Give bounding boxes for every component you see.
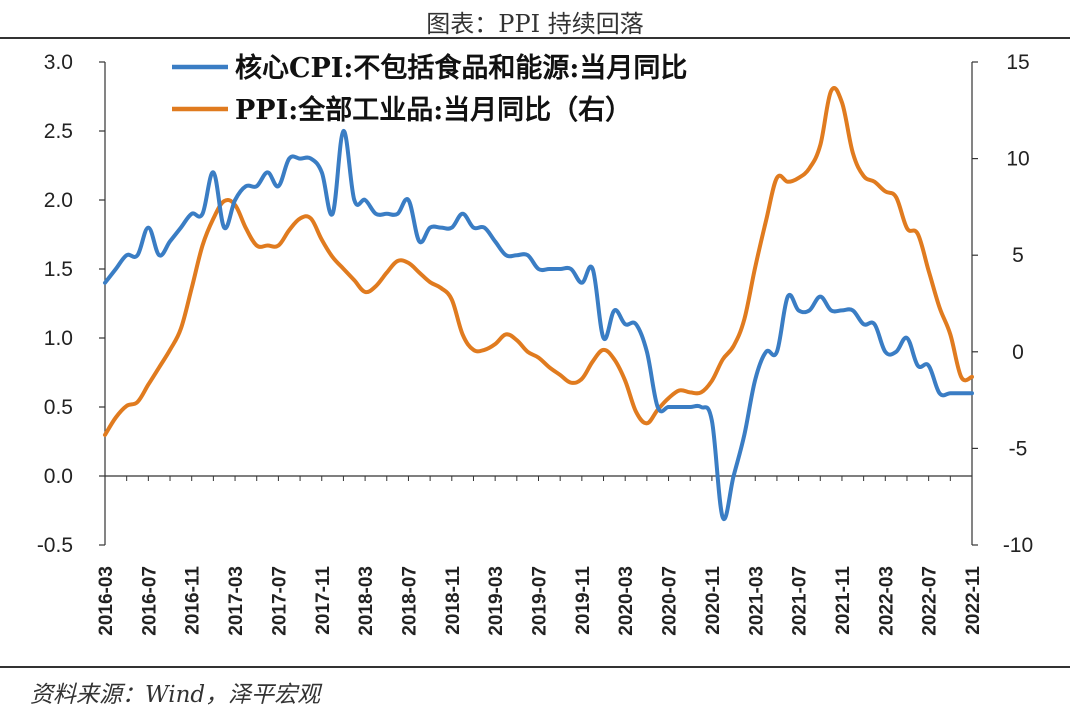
ppi-line bbox=[103, 85, 974, 437]
chart-axes: -0.5 0.0 0.5 1.0 1.5 2.0 2.5 3.0 -10 -5 0 5 10 15 2016… bbox=[37, 51, 1033, 636]
right-tick-label: 0 bbox=[1012, 341, 1024, 364]
left-tick-label: 2.5 bbox=[44, 120, 73, 143]
x-tick-label: 2020-03 bbox=[616, 566, 637, 636]
x-tick-label: 2019-11 bbox=[573, 566, 594, 635]
source-note: 资料来源：Wind，泽平宏观 bbox=[30, 682, 321, 708]
x-tick-label: 2017-11 bbox=[313, 566, 334, 635]
legend-label: 核心CPI:不包括食品和能源:当月同比 bbox=[235, 52, 687, 84]
x-tick-label: 2016-03 bbox=[96, 566, 117, 636]
left-tick-label: -0.5 bbox=[37, 534, 73, 557]
figure-title: 图表：PPI 持续回落 bbox=[426, 10, 644, 38]
x-tick-label: 2016-07 bbox=[139, 566, 160, 636]
x-tick-label: 2017-03 bbox=[226, 566, 247, 636]
x-tick-label: 2022-03 bbox=[876, 566, 897, 636]
right-tick-label: 5 bbox=[1012, 244, 1024, 267]
x-tick-label: 2017-07 bbox=[269, 566, 290, 636]
x-tick-label: 2019-03 bbox=[486, 566, 507, 636]
x-tick-label: 2021-03 bbox=[746, 566, 767, 636]
bottom-rule bbox=[0, 666, 1070, 668]
x-tick-label: 2020-07 bbox=[660, 566, 681, 636]
left-tick-label: 0.0 bbox=[44, 465, 73, 488]
legend-label: PPI:全部工业品:当月同比（右） bbox=[235, 94, 632, 126]
x-tick-label: 2022-07 bbox=[920, 566, 941, 636]
x-tick-label: 2018-07 bbox=[399, 566, 420, 636]
x-tick-label: 2022-11 bbox=[963, 566, 984, 635]
core-cpi-line bbox=[103, 128, 974, 522]
x-tick-label: 2018-03 bbox=[356, 566, 377, 636]
right-tick-label: -5 bbox=[1009, 437, 1028, 460]
right-tick-label: 10 bbox=[1006, 148, 1029, 171]
top-rule bbox=[0, 37, 1070, 39]
x-tick-label: 2021-07 bbox=[790, 566, 811, 636]
x-tick-label: 2018-11 bbox=[443, 566, 464, 635]
left-tick-label: 3.0 bbox=[44, 51, 73, 74]
x-tick-label: 2021-11 bbox=[833, 566, 854, 635]
x-tick-label: 2019-07 bbox=[530, 566, 551, 636]
right-tick-label: 15 bbox=[1006, 51, 1029, 74]
x-tick-label: 2020-11 bbox=[703, 566, 724, 635]
chart-series bbox=[103, 85, 974, 522]
left-tick-label: 2.0 bbox=[44, 189, 73, 212]
chart-legend: 核心CPI:不包括食品和能源:当月同比 PPI:全部工业品:当月同比（右） bbox=[172, 52, 687, 126]
right-tick-label: -10 bbox=[1003, 534, 1033, 557]
left-tick-label: 0.5 bbox=[44, 396, 73, 419]
left-tick-label: 1.0 bbox=[44, 327, 73, 350]
x-tick-label: 2016-11 bbox=[183, 566, 204, 635]
left-tick-label: 1.5 bbox=[44, 258, 73, 281]
